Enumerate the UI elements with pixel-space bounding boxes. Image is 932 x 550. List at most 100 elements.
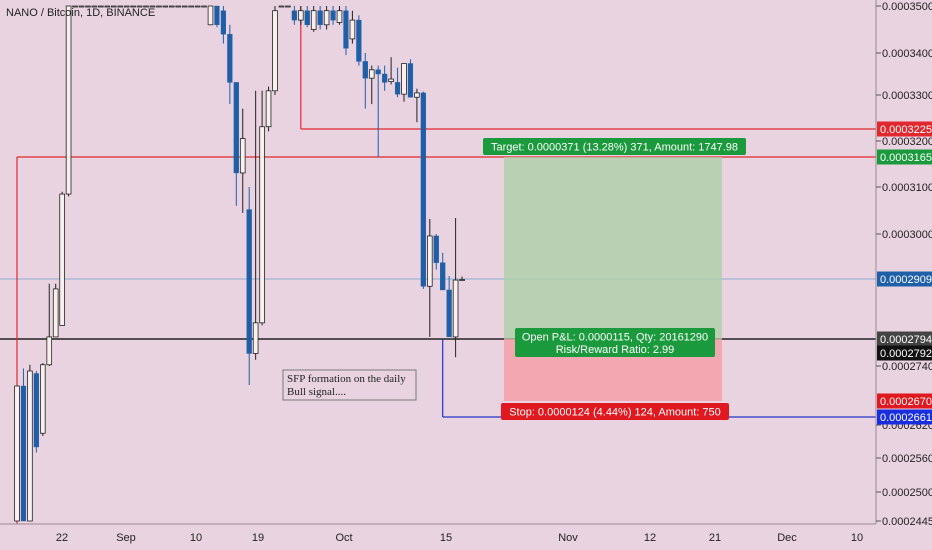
time-tick-label: 19 (252, 532, 264, 544)
candle (336, 6, 343, 25)
candle-body (407, 63, 414, 98)
price-tags: 0.00032250.00031640.00031650.00029090.00… (877, 121, 932, 425)
candle (278, 5, 285, 8)
candle (304, 6, 310, 28)
candle (72, 5, 78, 8)
candle (285, 5, 291, 8)
price-tick-label: 0.0003000 (882, 229, 932, 241)
price-tag-label: 0.0002670 (880, 396, 932, 408)
candle (52, 283, 59, 338)
price-tag-box (877, 409, 932, 425)
candle (162, 5, 169, 8)
candle-body (194, 5, 201, 8)
candle (207, 5, 214, 26)
candle (168, 5, 175, 8)
candle-body (207, 5, 214, 26)
time-tick-label: Sep (116, 532, 136, 544)
candle-body (188, 5, 194, 8)
candle-body (291, 10, 297, 21)
candle-body (52, 288, 59, 338)
price-tick-label: 0.0002560 (882, 453, 932, 465)
candle-body (104, 5, 111, 8)
candle (382, 65, 388, 91)
candle-body (175, 5, 182, 8)
time-tick-label: 12 (644, 532, 656, 544)
candle-body (285, 5, 291, 8)
time-tick-label: 22 (56, 532, 68, 544)
candle (104, 5, 111, 8)
candle-body (27, 370, 33, 522)
candle (265, 86, 272, 132)
price-tag-box (877, 121, 932, 137)
candle-body (201, 5, 207, 8)
candle-body (14, 385, 20, 522)
candle-body (440, 262, 446, 291)
candle-body (233, 82, 239, 174)
candle (14, 385, 20, 522)
candle (440, 252, 446, 291)
candle (446, 276, 452, 338)
price-tick-label: 0.0003300 (882, 90, 932, 102)
candle (156, 5, 162, 8)
candle (310, 6, 317, 32)
chart-title: NANO / Bitcoin, 1D, BINANCE (6, 7, 155, 19)
candle (110, 5, 117, 8)
stop-label[interactable]: Stop: 0.0000124 (4.44%) 124, Amount: 750 (501, 403, 729, 420)
candle (259, 90, 265, 326)
candle-body (362, 61, 368, 79)
candle (227, 24, 233, 105)
candle-body (265, 90, 272, 128)
candle (136, 5, 143, 8)
candle (98, 5, 104, 8)
candle (252, 90, 259, 360)
candle-body (72, 5, 78, 8)
candle (188, 5, 194, 8)
candle-body (78, 5, 85, 8)
candle-body (420, 92, 426, 287)
candle (85, 5, 91, 8)
candle-body (181, 5, 188, 8)
candle-body (168, 5, 175, 8)
price-tag-label: 0.0002794 (880, 334, 932, 346)
candle-body (375, 69, 381, 75)
time-tick-label: Dec (777, 532, 797, 544)
price-axis[interactable]: 0.00035000.00034000.00033000.00032000.00… (876, 1, 932, 528)
sfp-note[interactable]: SFP formation on the daily Bull signal..… (282, 369, 417, 401)
candle-body (343, 10, 349, 49)
price-tick-label: 0.0003200 (882, 136, 932, 148)
price-tag-label: 0.0002661 (880, 412, 932, 424)
candle (117, 5, 124, 8)
time-tick-label: Oct (335, 532, 352, 544)
candle (20, 368, 27, 522)
price-tag: 0.0002909 (877, 271, 932, 287)
candle-body (110, 5, 117, 8)
candle (123, 5, 130, 8)
price-tick-label: 0.0002740 (882, 361, 932, 373)
candle (356, 15, 362, 66)
pnl-label[interactable]: Open P&L: 0.0000115, Qty: 20161290 Risk/… (515, 328, 715, 357)
candle-body (85, 5, 91, 8)
candle-body (388, 78, 394, 82)
candle-body (246, 209, 252, 354)
candle (317, 6, 323, 30)
candle-body (272, 10, 278, 92)
candle-body (394, 82, 401, 95)
candle (407, 59, 414, 98)
target-label[interactable]: Target: 0.0000371 (13.28%) 371, Amount: … (483, 138, 746, 155)
price-tick-label: 0.0002445 (882, 516, 932, 528)
candle (401, 63, 407, 102)
candle-body (220, 10, 227, 35)
candle-body (65, 5, 72, 195)
candle (59, 191, 65, 326)
time-axis[interactable]: 22 Sep 10 19 Oct 15 Nov 12 21 Dec 10 (56, 532, 863, 544)
time-tick-label: 15 (440, 532, 452, 544)
candle (40, 363, 46, 436)
candle-body (136, 5, 143, 8)
time-tick-label: 21 (709, 532, 721, 544)
candle (330, 6, 336, 25)
candle-body (46, 336, 53, 366)
candles (14, 5, 465, 522)
candle-body (310, 10, 317, 30)
